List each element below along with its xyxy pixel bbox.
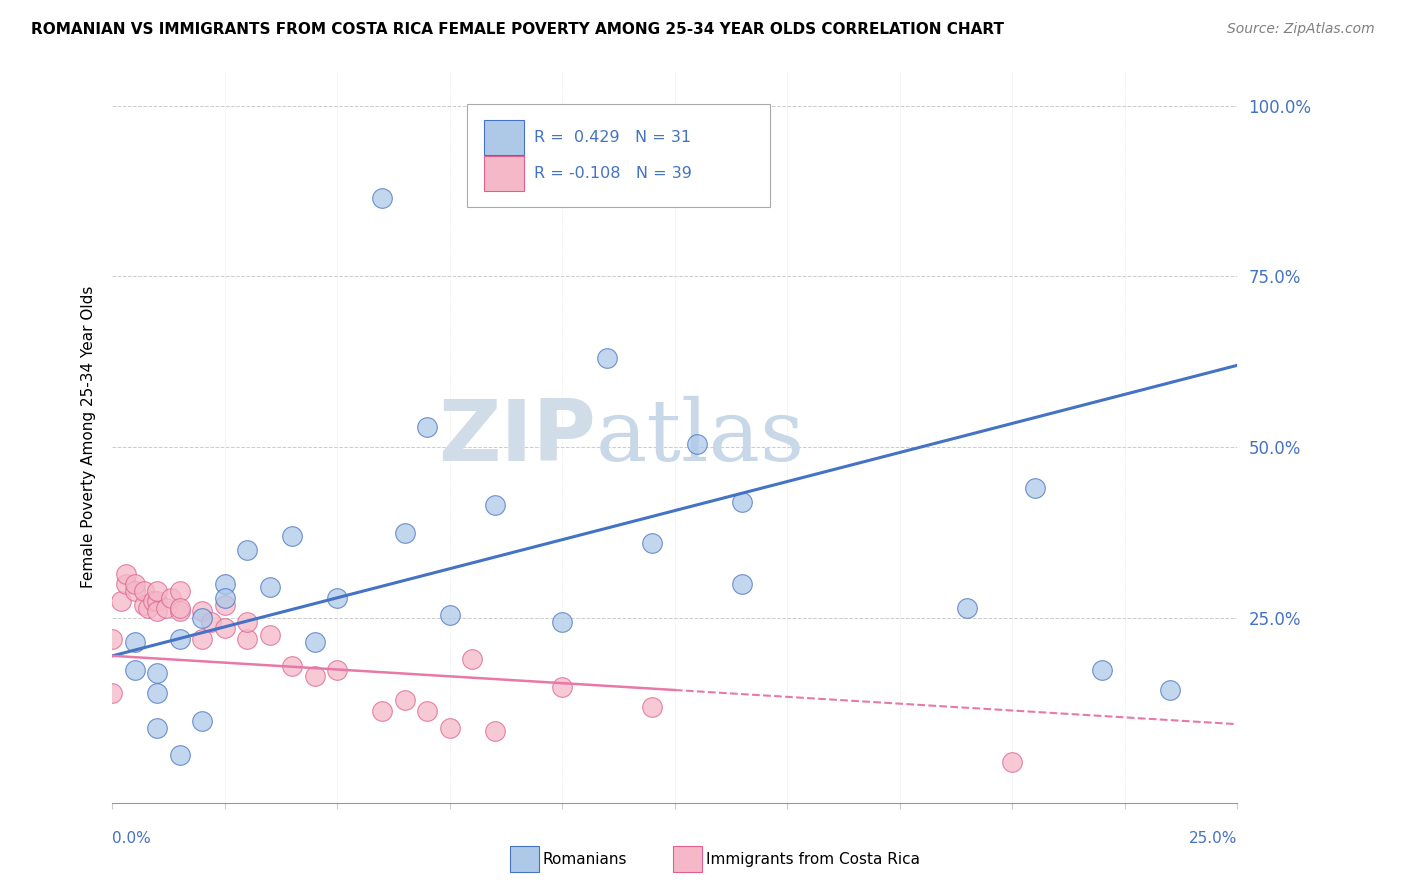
FancyBboxPatch shape <box>467 104 770 207</box>
Point <box>101 686 124 700</box>
Point <box>146 594 169 608</box>
Point <box>236 632 259 646</box>
Point <box>236 542 259 557</box>
Text: Romanians: Romanians <box>543 852 627 867</box>
Point <box>115 577 138 591</box>
Point <box>1001 755 1024 769</box>
Point <box>214 591 236 605</box>
Point <box>304 635 326 649</box>
Point <box>138 601 160 615</box>
Point <box>169 583 191 598</box>
Point <box>326 591 349 605</box>
Point <box>439 607 461 622</box>
Point <box>124 583 146 598</box>
Point <box>551 615 574 629</box>
Point <box>394 525 416 540</box>
Point <box>596 351 619 366</box>
Point <box>371 704 394 718</box>
Text: Immigrants from Costa Rica: Immigrants from Costa Rica <box>706 852 921 867</box>
Point <box>731 495 754 509</box>
Text: 0.0%: 0.0% <box>112 831 152 846</box>
Point <box>191 714 214 728</box>
Point <box>439 721 461 735</box>
Point <box>160 591 183 605</box>
Text: ROMANIAN VS IMMIGRANTS FROM COSTA RICA FEMALE POVERTY AMONG 25-34 YEAR OLDS CORR: ROMANIAN VS IMMIGRANTS FROM COSTA RICA F… <box>31 22 1004 37</box>
Text: atlas: atlas <box>596 395 806 479</box>
FancyBboxPatch shape <box>672 846 702 872</box>
Text: 25.0%: 25.0% <box>1189 831 1237 846</box>
Point <box>1024 481 1046 495</box>
Point <box>146 665 169 680</box>
Point <box>191 632 214 646</box>
Point <box>1091 663 1114 677</box>
FancyBboxPatch shape <box>484 156 524 191</box>
Point <box>214 598 236 612</box>
Text: R =  0.429   N = 31: R = 0.429 N = 31 <box>534 129 692 145</box>
Point <box>416 704 439 718</box>
Point <box>484 724 506 739</box>
Point <box>142 594 165 608</box>
Point <box>191 611 214 625</box>
Point <box>110 594 132 608</box>
Point <box>236 615 259 629</box>
Point <box>169 601 191 615</box>
Point <box>259 581 281 595</box>
Text: Source: ZipAtlas.com: Source: ZipAtlas.com <box>1227 22 1375 37</box>
Point <box>956 601 979 615</box>
Point <box>146 604 169 618</box>
Point <box>641 700 664 714</box>
Point <box>326 663 349 677</box>
Point <box>371 191 394 205</box>
Point <box>551 680 574 694</box>
Point <box>394 693 416 707</box>
Point <box>169 604 191 618</box>
Point <box>169 747 191 762</box>
Point <box>155 601 177 615</box>
Point <box>304 669 326 683</box>
Point <box>461 652 484 666</box>
Point <box>281 659 304 673</box>
Point <box>731 577 754 591</box>
Text: ZIP: ZIP <box>439 395 596 479</box>
Point <box>132 598 155 612</box>
Point <box>101 632 124 646</box>
FancyBboxPatch shape <box>484 120 524 154</box>
Point <box>146 721 169 735</box>
Point <box>259 628 281 642</box>
Point <box>484 499 506 513</box>
Y-axis label: Female Poverty Among 25-34 Year Olds: Female Poverty Among 25-34 Year Olds <box>80 286 96 588</box>
Point <box>146 686 169 700</box>
Point <box>124 577 146 591</box>
Text: R = -0.108   N = 39: R = -0.108 N = 39 <box>534 166 692 181</box>
Point <box>1159 683 1181 698</box>
Point <box>124 663 146 677</box>
Point <box>132 583 155 598</box>
Point <box>641 536 664 550</box>
Point <box>124 635 146 649</box>
Point <box>115 566 138 581</box>
Point <box>200 615 222 629</box>
FancyBboxPatch shape <box>509 846 538 872</box>
Point <box>169 632 191 646</box>
Point <box>191 604 214 618</box>
Point <box>214 622 236 636</box>
Point <box>416 420 439 434</box>
Point <box>686 437 709 451</box>
Point <box>214 577 236 591</box>
Point <box>146 583 169 598</box>
Point <box>281 529 304 543</box>
